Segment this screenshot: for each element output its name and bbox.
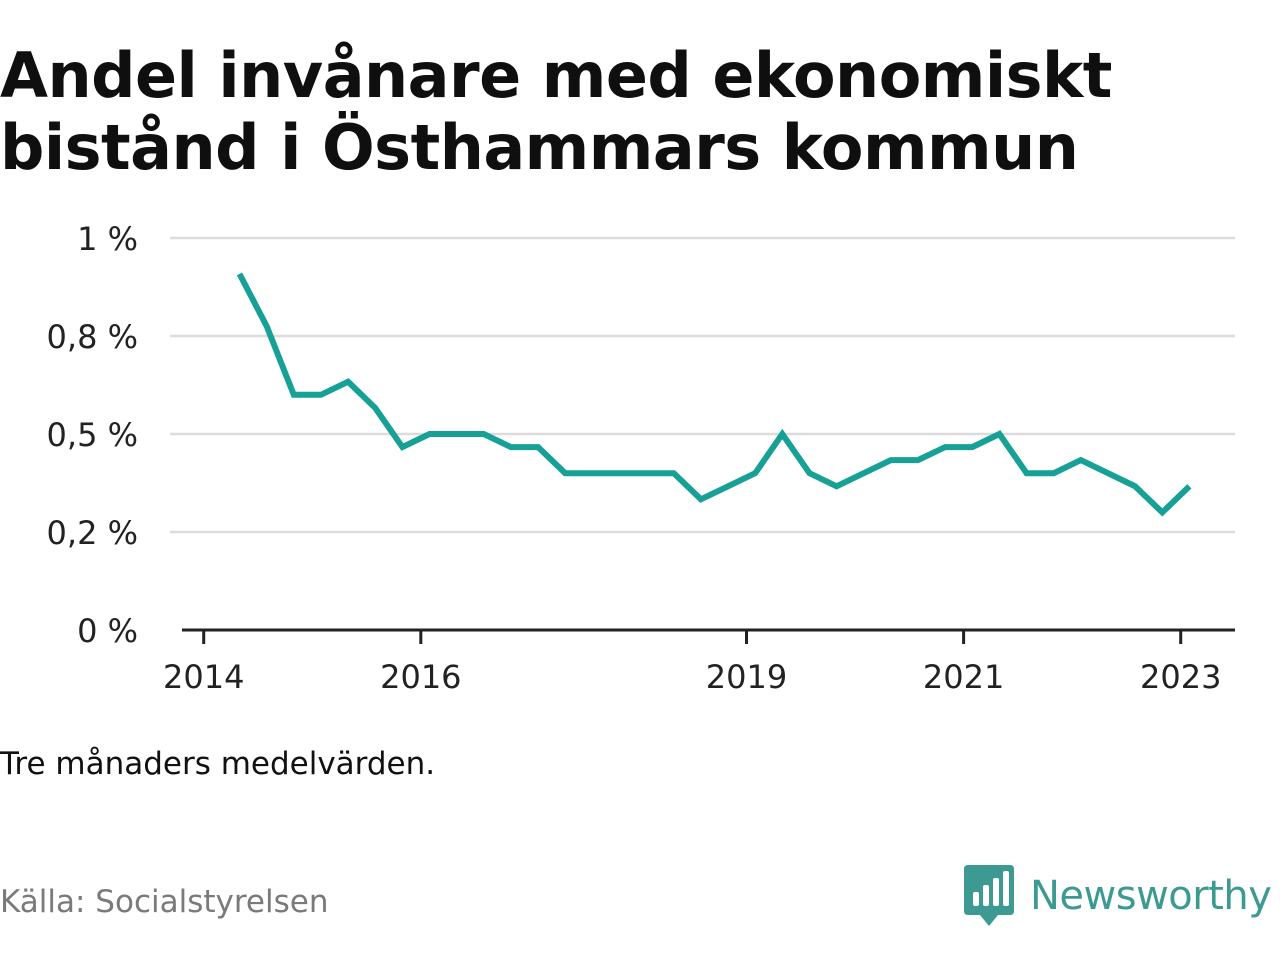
data-point <box>1025 471 1029 475</box>
data-point <box>753 471 757 475</box>
data-point <box>1187 484 1191 488</box>
x-tick-label: 2023 <box>1140 658 1221 696</box>
data-point <box>889 458 893 462</box>
y-tick-label: 0,5 % <box>47 416 138 454</box>
data-point <box>400 445 404 449</box>
y-tick-label: 0,8 % <box>47 318 138 356</box>
data-point <box>455 432 459 436</box>
chart-note: Tre månaders medelvärden. <box>0 746 436 782</box>
data-point <box>645 471 649 475</box>
data-point <box>916 458 920 462</box>
data-point <box>265 324 269 328</box>
data-point <box>1052 471 1056 475</box>
data-point <box>997 432 1001 436</box>
data-point <box>346 380 350 384</box>
data-point <box>373 406 377 410</box>
data-point <box>1133 484 1137 488</box>
data-point <box>1106 471 1110 475</box>
data-point <box>672 471 676 475</box>
line-chart: 0 %0,2 %0,5 %0,8 %1 % 2014 2016 2019 2021 20… <box>47 220 1235 696</box>
data-point <box>807 471 811 475</box>
data-point <box>970 445 974 449</box>
data-point <box>509 445 513 449</box>
y-axis-tick-labels: 0 % 0,2 % 0,5 % 0,8 % 1 % <box>47 220 138 650</box>
data-point <box>536 445 540 449</box>
x-tick-label: 2014 <box>163 658 244 696</box>
data-point <box>835 484 839 488</box>
data-point <box>617 471 621 475</box>
data-point <box>780 432 784 436</box>
y-tick-label: 1 % <box>77 220 138 258</box>
data-point <box>590 471 594 475</box>
data-point <box>1079 458 1083 462</box>
chart-title: Andel invånare med ekonomiskt bistånd i … <box>0 39 1112 184</box>
x-tick-label: 2021 <box>923 658 1004 696</box>
data-point <box>699 497 703 501</box>
x-tick-label: 2019 <box>706 658 787 696</box>
series-line <box>236 272 1192 517</box>
y-tick-label: 0 % <box>77 612 138 650</box>
data-point <box>862 471 866 475</box>
data-point <box>482 432 486 436</box>
data-point <box>428 432 432 436</box>
data-point <box>726 484 730 488</box>
data-point <box>292 393 296 397</box>
y-tick-label: 0,2 % <box>47 514 138 552</box>
gridlines <box>170 236 1235 534</box>
data-point <box>319 393 323 397</box>
data-point <box>563 471 567 475</box>
x-axis-ticks: 2014 2016 2019 2021 2023 <box>163 630 1221 696</box>
x-tick-label: 2016 <box>380 658 461 696</box>
series-group <box>236 272 1192 517</box>
newsworthy-logo-icon <box>964 865 1014 926</box>
brand-name: Newsworthy <box>1030 873 1272 919</box>
source-text: Källa: Socialstyrelsen <box>0 884 329 920</box>
data-point <box>943 445 947 449</box>
brand-logo: Newsworthy <box>964 864 1272 928</box>
data-point <box>238 272 242 276</box>
data-point <box>1160 510 1164 514</box>
